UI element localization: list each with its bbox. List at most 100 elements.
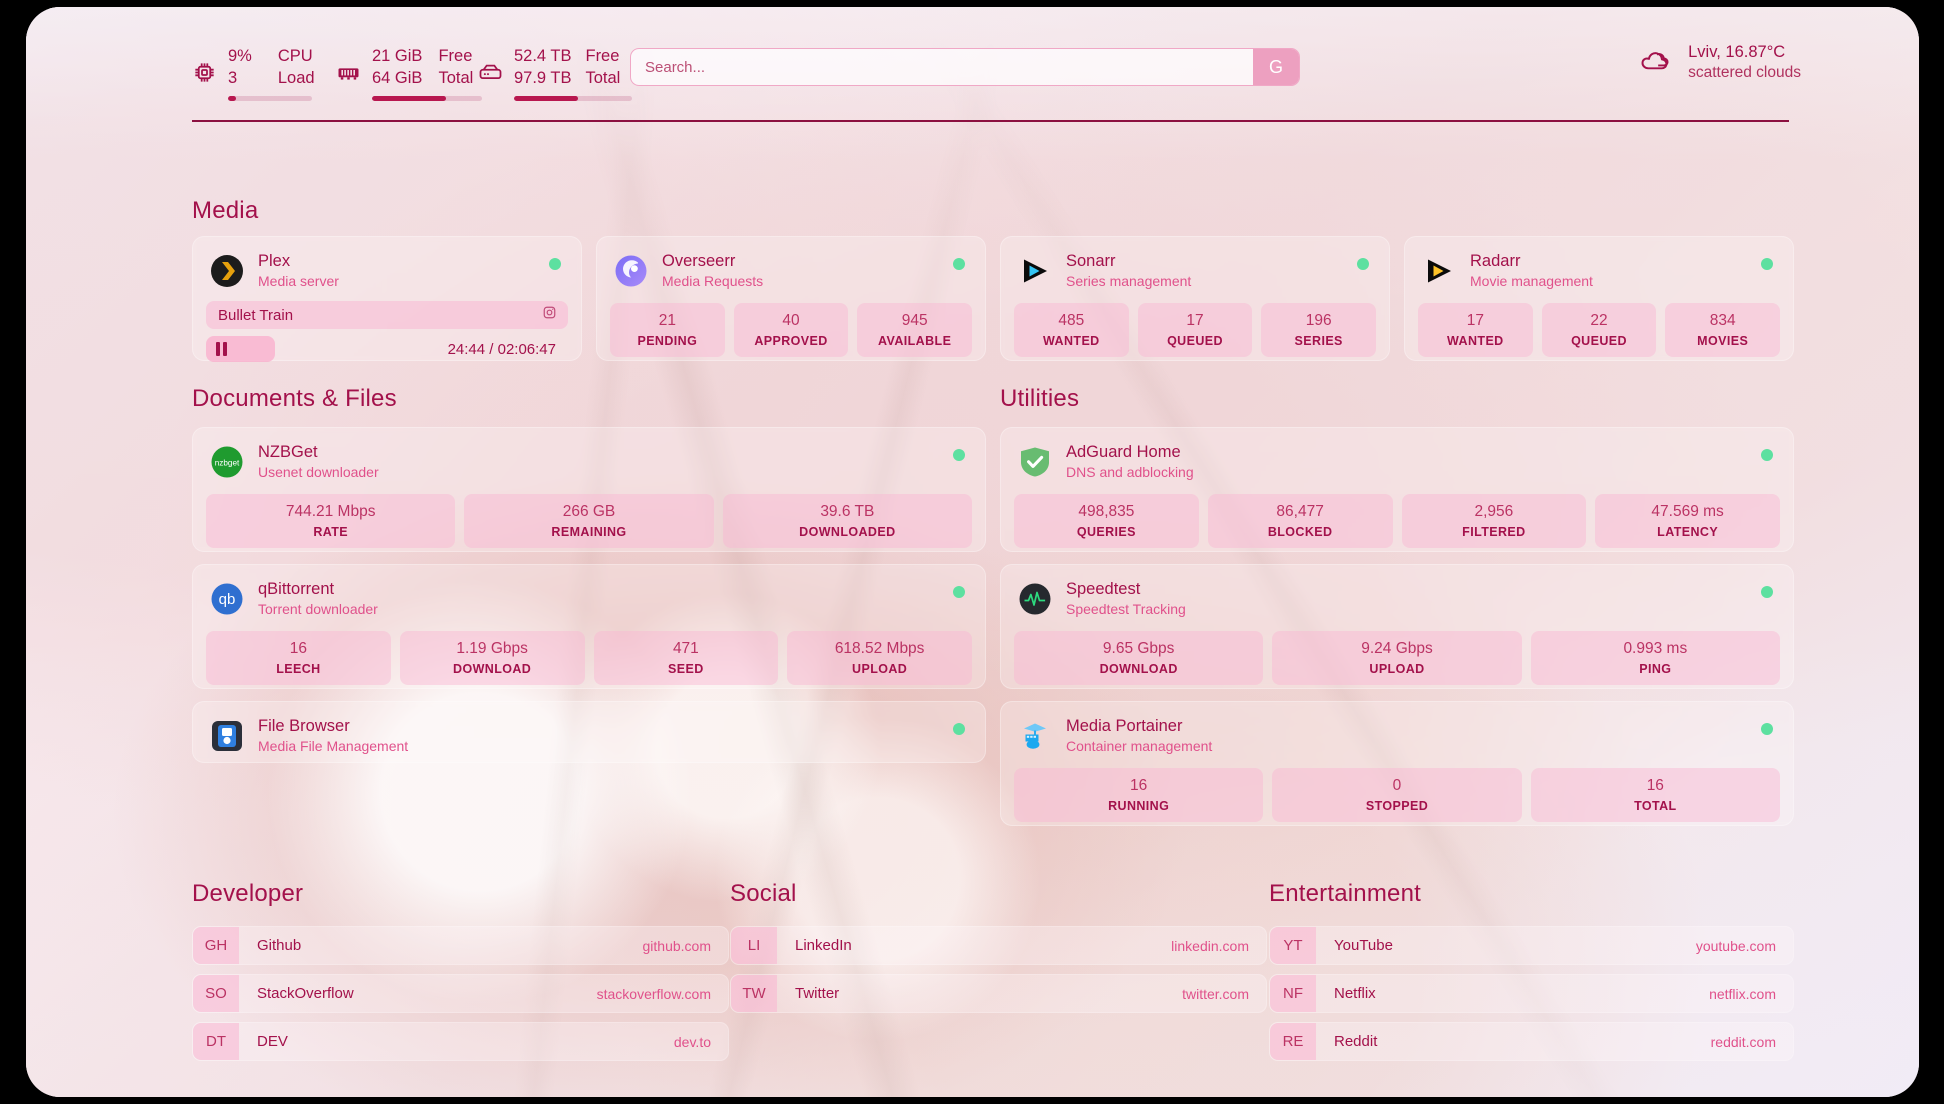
stat-tile: 0 STOPPED [1272,768,1522,823]
svg-text:qb: qb [219,591,236,608]
stat-tile: 485 WANTED [1014,303,1129,358]
bookmark-abbr: TW [731,975,777,1012]
memory-free-value: 21 GiB [372,47,423,65]
app-name: Media Portainer [1066,717,1183,735]
app-card-plex[interactable]: Plex Media server Bullet Train [192,236,582,363]
card-header: qb qBittorrent Torrent downloader [193,565,985,618]
list-item[interactable]: GH Github github.com [192,926,729,965]
playback-controls[interactable]: 24:44 / 02:06:47 [206,336,568,363]
stat-value: 21 [658,312,676,330]
app-description: Series management [1066,272,1192,289]
app-card-radarr[interactable]: Radarr Movie management 17 WANTED 22 QUE… [1404,236,1794,361]
app-card-speedtest[interactable]: Speedtest Speedtest Tracking 9.65 Gbps D… [1000,564,1794,689]
status-badge [953,257,965,270]
search-bar[interactable]: G [630,48,1300,86]
list-item[interactable]: TW Twitter twitter.com [730,974,1267,1013]
background-overlay [26,7,1919,1097]
cpu-chip-icon [192,60,217,85]
cpu-load-label: Load [277,69,315,88]
stat-value: 16 [289,640,307,658]
app-description: Movie management [1470,272,1593,289]
list-item[interactable]: NF Netflix netflix.com [1269,974,1794,1013]
card-header: File Browser Media File Management [193,702,985,755]
stats-row: 9.65 Gbps DOWNLOAD 9.24 Gbps UPLOAD 0.99… [1001,618,1793,698]
app-name: Radarr [1470,252,1521,270]
hard-disk-icon [478,60,503,85]
bookmark-name: Netflix [1334,985,1376,1002]
stat-tile: 17 WANTED [1418,303,1533,358]
cpu-label: CPU [277,47,313,65]
stat-tile: 471 SEED [593,631,779,686]
app-card-qbittorrent[interactable]: qb qBittorrent Torrent downloader 16 LEE… [192,564,986,689]
stat-value: 40 [782,312,800,330]
qbittorrent-icon: qb [210,582,244,616]
app-name: qBittorrent [258,580,335,598]
bookmark-url: youtube.com [1695,937,1776,954]
stats-row: 16 RUNNING 0 STOPPED 16 TOTAL [1001,755,1793,835]
bookmark-abbr: SO [193,975,239,1012]
app-card-sonarr[interactable]: Sonarr Series management 485 WANTED 17 Q… [1000,236,1390,361]
stat-tile: 21 PENDING [610,303,725,358]
memory-total-value: 64 GiB [372,69,423,88]
stat-tile: 2,956 FILTERED [1401,494,1587,549]
disk-total-label: Total [585,69,621,88]
app-card-file-browser[interactable]: File Browser Media File Management [192,701,986,763]
stat-tile: 16 TOTAL [1530,768,1780,823]
stat-tile: 16 RUNNING [1014,768,1264,823]
bookmark-abbr: DT [193,1023,239,1060]
stat-value: 498,835 [1078,503,1135,521]
stat-label: RATE [313,525,349,540]
card-header: Plex Media server [193,237,581,290]
bookmark-name: Github [257,937,302,954]
app-card-media-portainer[interactable]: Media Portainer Container management 16 … [1000,701,1794,826]
stat-label: QUEUED [1571,334,1627,349]
stat-label: REMAINING [551,525,627,540]
search-input[interactable] [631,49,1253,85]
list-item[interactable]: YT YouTube youtube.com [1269,926,1794,965]
list-item[interactable]: SO StackOverflow stackoverflow.com [192,974,729,1013]
memory-widget: 21 GiB 64 GiB Free Total [336,45,482,101]
bookmark-url: linkedin.com [1171,937,1249,954]
section-title-entertainment: Entertainment [1269,880,1422,907]
memory-usage-bar [372,95,482,101]
stat-label: PENDING [637,334,698,349]
stats-row: 17 WANTED 22 QUEUED 834 MOVIES [1405,290,1793,370]
cast-icon[interactable] [542,305,557,325]
stat-tile: 266 GB REMAINING [464,494,714,549]
stat-value: 22 [1590,312,1608,330]
stat-label: STOPPED [1365,799,1429,814]
bookmark-abbr: NF [1270,975,1316,1012]
app-card-overseerr[interactable]: Overseerr Media Requests 21 PENDING 40 A… [596,236,986,361]
pause-icon[interactable] [216,342,227,357]
stat-tile: 9.24 Gbps UPLOAD [1272,631,1522,686]
google-search-icon[interactable]: G [1253,49,1299,85]
file-browser-icon [210,719,244,753]
stat-tile: 47.569 ms LATENCY [1595,494,1780,549]
stat-value: 17 [1186,312,1204,330]
speedtest-icon [1018,582,1052,616]
dashboard-window: 9% 3 CPU Load [26,7,1919,1097]
app-name: Speedtest [1066,580,1141,598]
stat-tile: 40 APPROVED [733,303,849,358]
list-item[interactable]: LI LinkedIn linkedin.com [730,926,1267,965]
list-item[interactable]: DT DEV dev.to [192,1022,729,1061]
card-header: Media Portainer Container management [1001,702,1793,755]
scattered-clouds-icon [1638,47,1674,79]
stat-value: 0.993 ms [1623,640,1688,658]
now-playing: Bullet Train 24:44 / 02:06:47 [193,290,581,363]
stat-label: SEED [668,662,704,677]
bookmark-abbr: LI [731,927,777,964]
disk-total-value: 97.9 TB [514,69,572,88]
stats-row: 744.21 Mbps RATE 266 GB REMAINING 39.6 T… [193,481,985,561]
stat-label: DOWNLOAD [1099,662,1178,677]
status-badge [1761,257,1773,270]
memory-total-label: Total [438,69,474,88]
stat-value: 1.19 Gbps [456,640,528,658]
app-card-nzbget[interactable]: nzbget NZBGet Usenet downloader 744.21 M… [192,427,986,552]
stats-row: 21 PENDING 40 APPROVED 945 AVAILABLE [597,290,985,370]
stat-label: FILTERED [1462,525,1526,540]
list-item[interactable]: RE Reddit reddit.com [1269,1022,1794,1061]
portainer-icon [1018,719,1052,753]
app-card-adguard-home[interactable]: AdGuard Home DNS and adblocking 498,835 … [1000,427,1794,552]
cpu-widget: 9% 3 CPU Load [192,45,315,101]
